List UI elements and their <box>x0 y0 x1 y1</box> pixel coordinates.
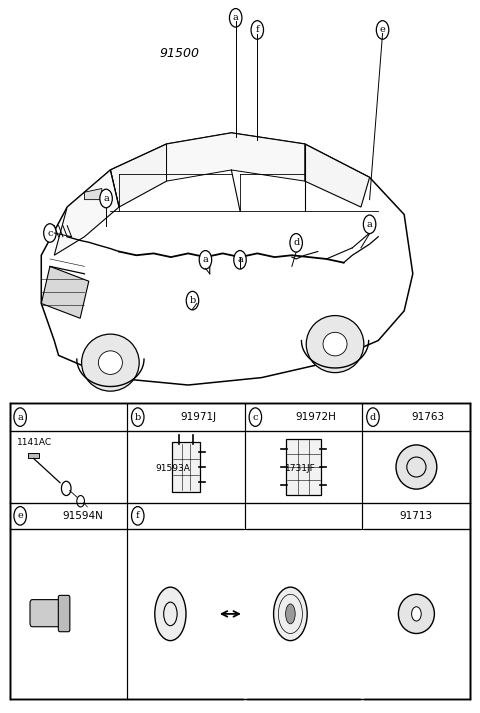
Circle shape <box>229 9 242 27</box>
Text: b: b <box>134 413 141 421</box>
FancyBboxPatch shape <box>59 595 70 632</box>
Ellipse shape <box>82 334 139 391</box>
Circle shape <box>363 215 376 234</box>
Ellipse shape <box>323 332 347 356</box>
Circle shape <box>44 224 56 242</box>
Text: 1141AC: 1141AC <box>17 438 52 446</box>
Text: a: a <box>103 194 109 203</box>
Text: a: a <box>17 413 23 421</box>
Polygon shape <box>84 188 102 200</box>
Text: a: a <box>203 255 208 265</box>
Text: 91594N: 91594N <box>62 511 103 521</box>
Circle shape <box>411 607 421 621</box>
FancyBboxPatch shape <box>30 600 63 627</box>
Circle shape <box>251 21 264 39</box>
Circle shape <box>199 250 212 269</box>
Text: e: e <box>17 511 23 520</box>
Text: a: a <box>237 255 243 265</box>
Ellipse shape <box>398 595 434 633</box>
Circle shape <box>249 408 262 426</box>
Circle shape <box>376 21 389 39</box>
Circle shape <box>234 250 246 269</box>
Circle shape <box>290 234 302 252</box>
Text: d: d <box>370 413 376 421</box>
Text: f: f <box>136 511 140 520</box>
Ellipse shape <box>306 316 364 373</box>
FancyBboxPatch shape <box>286 438 322 495</box>
Circle shape <box>132 408 144 426</box>
Text: d: d <box>293 238 300 247</box>
Text: 91763: 91763 <box>412 412 445 422</box>
Polygon shape <box>167 133 305 181</box>
Polygon shape <box>305 144 370 207</box>
Text: 1731JF: 1731JF <box>285 464 315 473</box>
Text: 91971J: 91971J <box>180 412 216 422</box>
Text: b: b <box>189 296 196 305</box>
Circle shape <box>186 292 199 310</box>
Circle shape <box>367 408 379 426</box>
Circle shape <box>132 507 144 525</box>
Text: a: a <box>233 14 239 22</box>
Text: 91593A: 91593A <box>156 464 190 473</box>
Text: f: f <box>255 26 259 34</box>
Ellipse shape <box>98 351 122 374</box>
Ellipse shape <box>286 604 295 624</box>
Circle shape <box>100 189 112 207</box>
Polygon shape <box>41 267 89 318</box>
Text: 91713: 91713 <box>400 511 433 521</box>
Ellipse shape <box>274 588 307 640</box>
Text: e: e <box>380 26 385 34</box>
Polygon shape <box>28 453 39 458</box>
Circle shape <box>14 507 26 525</box>
Text: c: c <box>47 228 53 237</box>
Ellipse shape <box>155 588 186 640</box>
Text: 91972H: 91972H <box>295 412 336 422</box>
FancyBboxPatch shape <box>172 442 200 492</box>
Text: a: a <box>367 220 372 229</box>
Circle shape <box>14 408 26 426</box>
Ellipse shape <box>396 445 437 489</box>
Text: 91500: 91500 <box>159 47 200 60</box>
Polygon shape <box>54 170 119 255</box>
Polygon shape <box>110 144 167 207</box>
Polygon shape <box>41 133 413 385</box>
Text: c: c <box>252 413 258 421</box>
